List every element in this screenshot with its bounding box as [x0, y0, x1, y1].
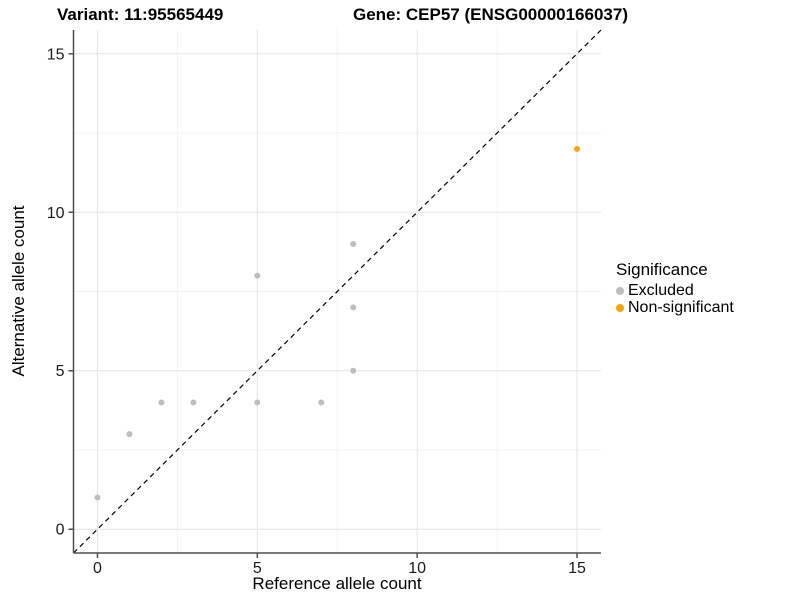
legend: Significance Excluded Non-significant: [616, 260, 734, 316]
data-point-excluded: [350, 304, 357, 311]
x-tick-label: 0: [93, 560, 102, 577]
y-axis-title: Alternative allele count: [9, 205, 28, 377]
data-point-excluded: [318, 399, 325, 406]
data-point-excluded: [126, 431, 133, 438]
data-point-non-significant: [574, 145, 581, 152]
x-axis-title: Reference allele count: [252, 574, 422, 593]
legend-title: Significance: [616, 260, 708, 279]
data-point-excluded: [94, 494, 101, 501]
gene-title: Gene: CEP57 (ENSG00000166037): [353, 5, 628, 24]
legend-item-label: Excluded: [628, 281, 694, 299]
data-point-excluded: [350, 240, 357, 247]
data-point-excluded: [190, 399, 197, 406]
data-point-excluded: [158, 399, 165, 406]
y-tick-label: 0: [56, 522, 65, 539]
y-tick-label: 10: [47, 205, 65, 222]
variant-title: Variant: 11:95565449: [57, 5, 224, 24]
data-point-excluded: [254, 399, 261, 406]
non-significant-dot-icon: [616, 303, 624, 312]
y-tick-label: 15: [47, 46, 65, 63]
x-tick-label: 5: [253, 560, 262, 577]
legend-item-non-significant: Non-significant: [616, 299, 734, 316]
data-point-excluded: [350, 367, 357, 374]
x-tick-label: 10: [408, 560, 426, 577]
legend-item-excluded: Excluded: [616, 282, 734, 299]
legend-item-label: Non-significant: [628, 298, 734, 316]
identity-dashed-line: [73, 29, 602, 554]
x-tick-label: 15: [568, 560, 586, 577]
y-tick-label: 5: [56, 363, 65, 380]
data-point-excluded: [254, 272, 261, 279]
excluded-dot-icon: [616, 286, 624, 295]
